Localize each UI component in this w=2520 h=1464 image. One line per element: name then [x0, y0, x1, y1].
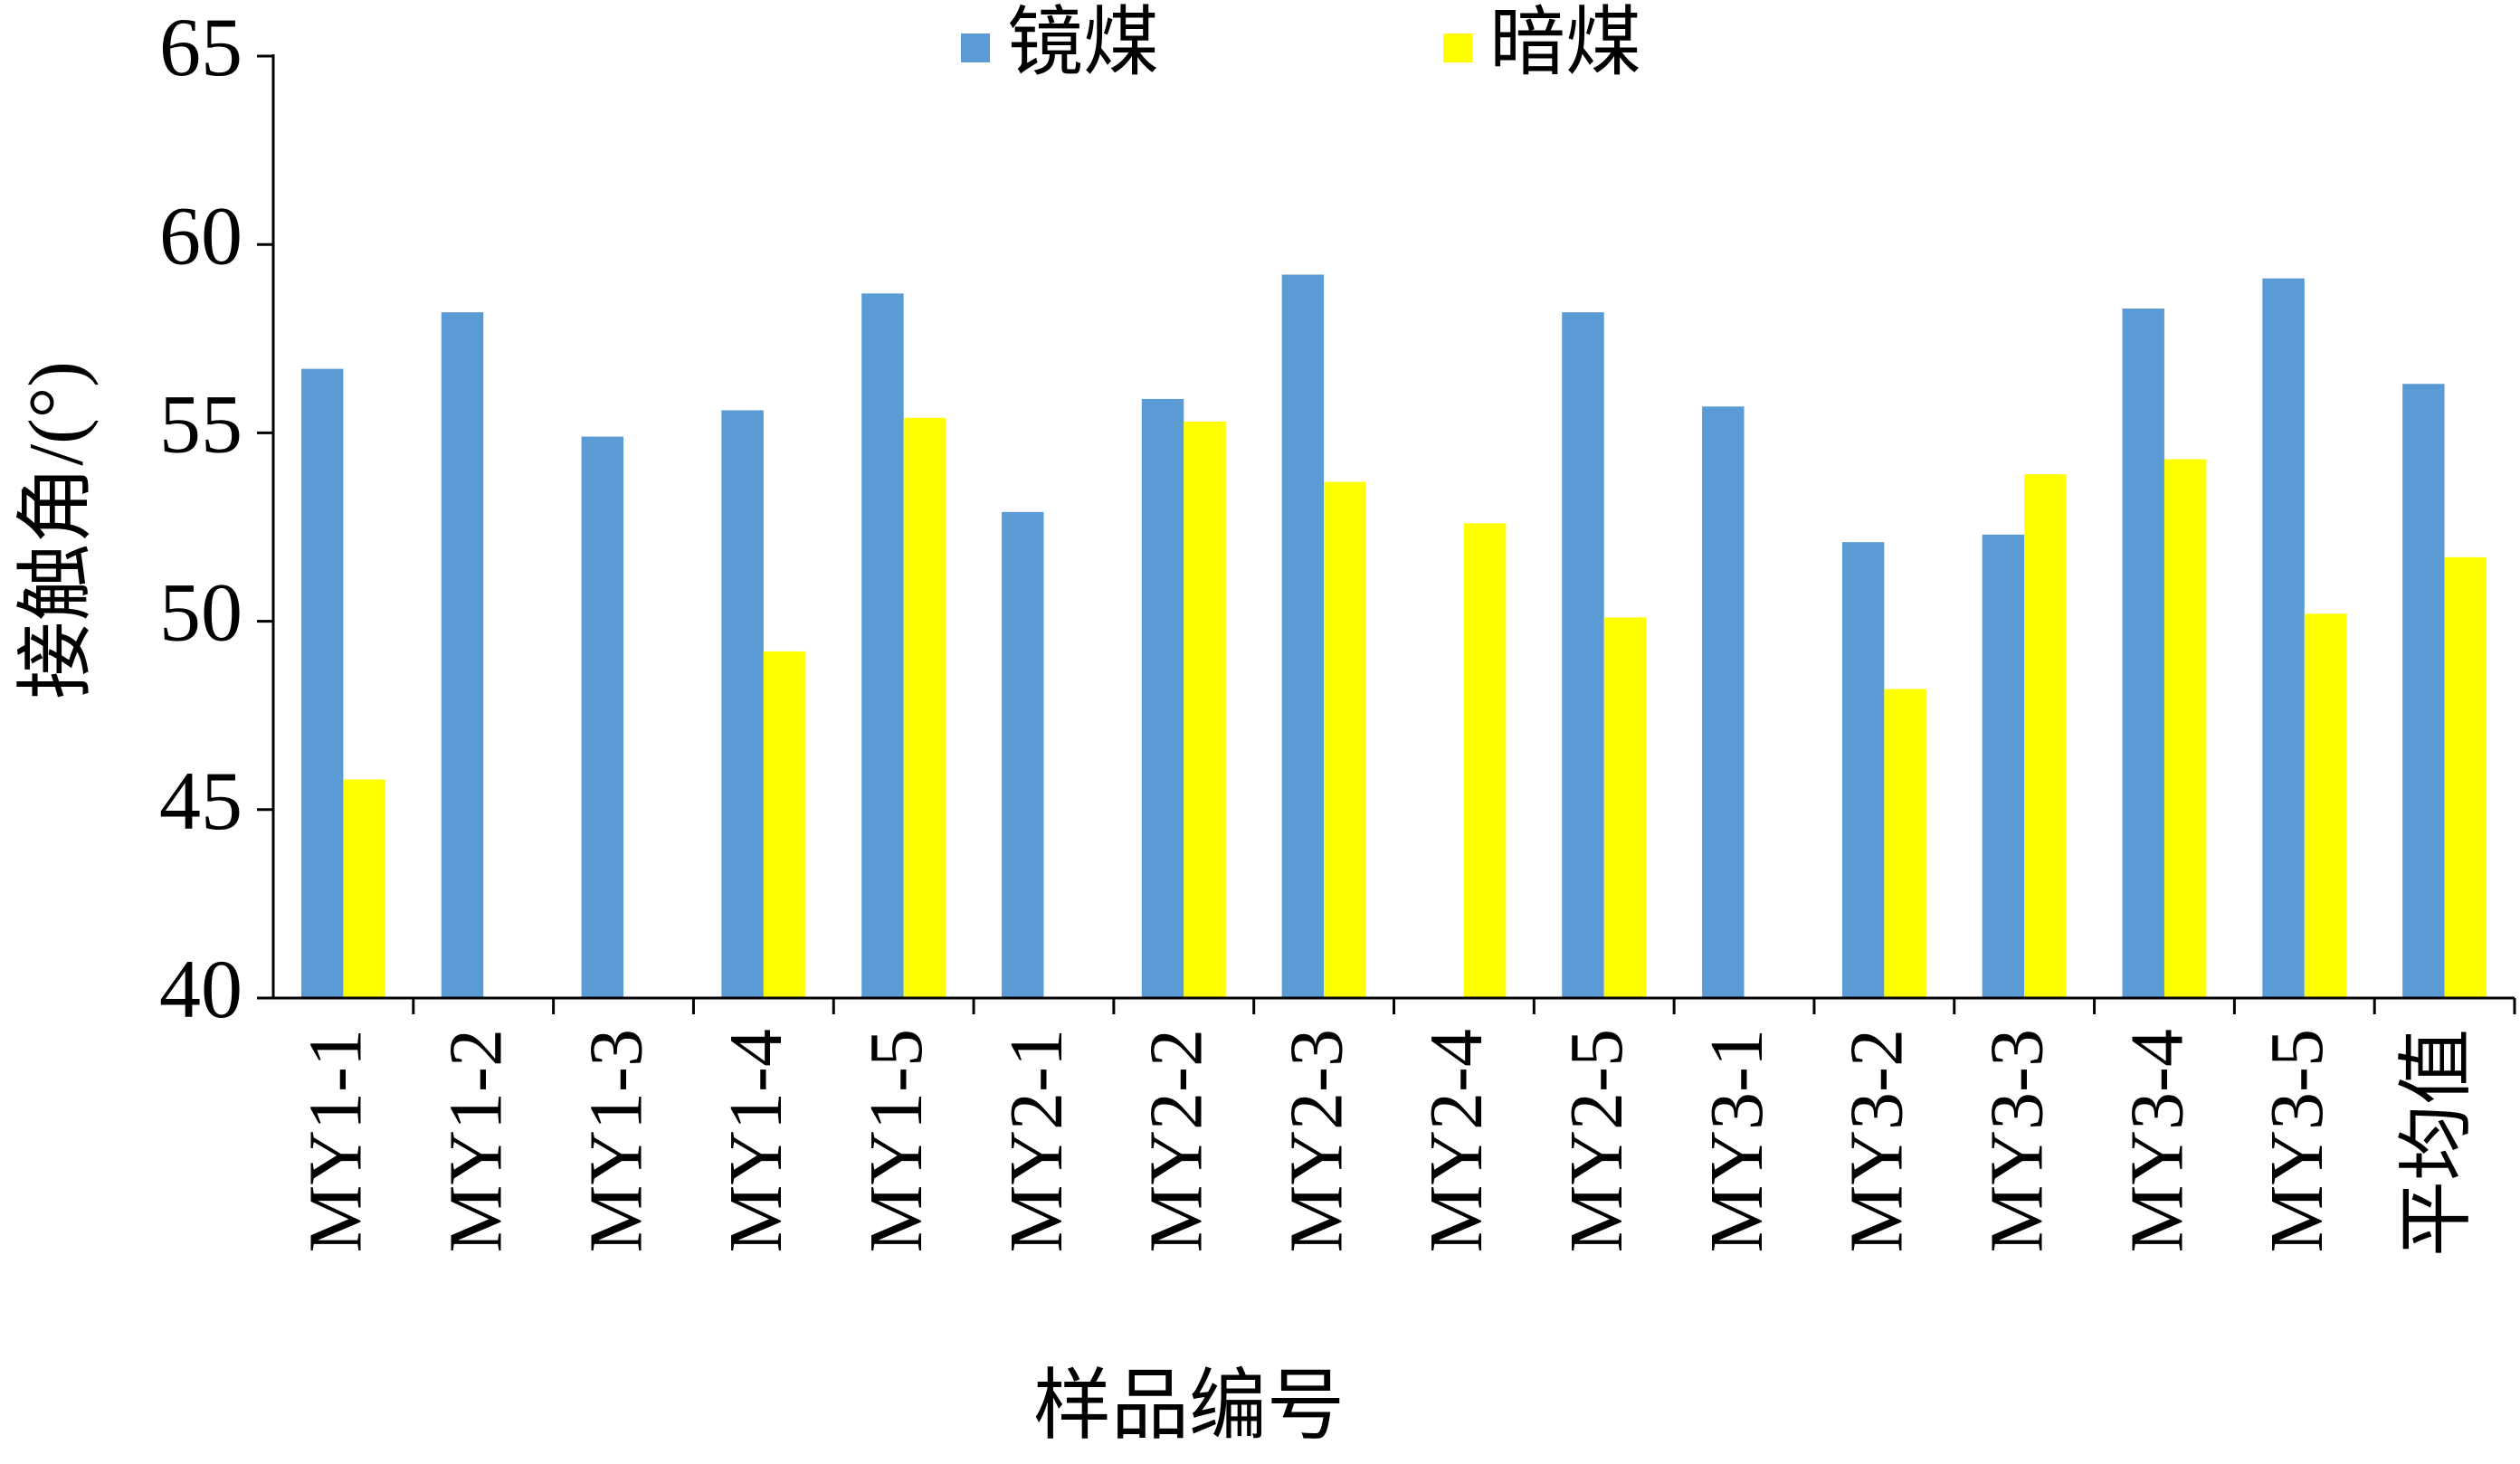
bar	[1324, 481, 1366, 998]
y-tick-label: 50	[159, 566, 242, 659]
x-tick-label: MY1-3	[574, 1029, 658, 1252]
x-tick-label: MY1-1	[294, 1029, 378, 1252]
x-tick-label: MY3-5	[2255, 1029, 2339, 1252]
bar	[343, 779, 385, 998]
legend-label: 暗煤	[1489, 1, 1641, 85]
bar	[1603, 617, 1647, 998]
y-tick-label: 40	[159, 943, 242, 1035]
x-tick-label: MY2-2	[1135, 1029, 1219, 1252]
y-tick-label: 45	[159, 755, 242, 847]
bar	[2444, 556, 2487, 998]
bar	[2024, 474, 2067, 998]
bar	[721, 410, 764, 998]
x-tick-label: MY3-1	[1695, 1029, 1779, 1252]
bar	[1841, 542, 1885, 998]
x-tick-label: MY3-2	[1835, 1029, 1919, 1252]
x-tick-label: MY2-5	[1555, 1029, 1639, 1252]
bar	[300, 368, 344, 998]
legend-swatch	[1443, 33, 1472, 62]
bar	[1281, 274, 1325, 999]
bar	[903, 417, 946, 998]
bar	[1002, 511, 1044, 998]
bar	[2304, 613, 2347, 998]
bar	[2402, 384, 2445, 998]
bar	[1982, 534, 2025, 998]
bar	[2122, 308, 2164, 998]
bar	[763, 651, 806, 998]
bar	[581, 436, 624, 999]
bar	[861, 293, 904, 998]
x-tick-label: MY3-3	[1974, 1029, 2059, 1252]
bar	[1702, 406, 1745, 998]
x-tick-label: MY3-4	[2115, 1029, 2199, 1252]
legend-label: 镜煤	[1007, 1, 1159, 85]
x-axis-title: 样品编号	[1033, 1363, 1345, 1450]
bar	[1884, 689, 1926, 998]
bar	[441, 312, 484, 999]
y-axis-title: 接触角/(°)	[13, 361, 100, 699]
x-tick-label: MY2-3	[1274, 1029, 1358, 1252]
bar	[2163, 459, 2207, 999]
x-tick-label: MY1-4	[714, 1029, 798, 1252]
y-tick-label: 55	[159, 378, 242, 471]
bar	[1562, 312, 1604, 999]
bar	[1184, 421, 1226, 999]
y-tick-label: 65	[159, 1, 242, 93]
bar	[2262, 278, 2305, 998]
bar	[1141, 398, 1184, 998]
x-tick-label: MY1-2	[434, 1029, 518, 1252]
x-tick-label: MY2-4	[1414, 1029, 1498, 1252]
y-tick-label: 60	[159, 189, 242, 281]
x-tick-label: MY2-1	[994, 1029, 1079, 1252]
x-tick-label: MY1-5	[854, 1029, 938, 1252]
bar	[1463, 523, 1507, 998]
legend-swatch	[961, 33, 990, 62]
x-tick-label: 平均值	[2395, 1029, 2479, 1257]
